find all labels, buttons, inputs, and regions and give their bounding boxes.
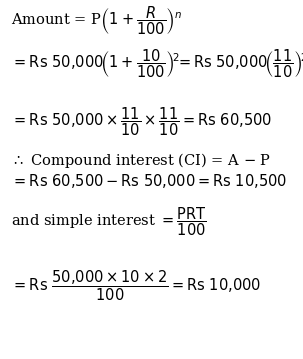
Text: $= \mathrm{Rs}\ 50{,}000 \times \dfrac{11}{10} \times \dfrac{11}{10} = \mathrm{R: $= \mathrm{Rs}\ 50{,}000 \times \dfrac{1… xyxy=(11,105,272,138)
Text: and simple interest $= \dfrac{\mathrm{PRT}}{100}$: and simple interest $= \dfrac{\mathrm{PR… xyxy=(11,206,206,238)
Text: $= \mathrm{Rs}\ 60{,}500 - \mathrm{Rs}\ 50{,}000 = \mathrm{Rs}\ 10{,}500$: $= \mathrm{Rs}\ 60{,}500 - \mathrm{Rs}\ … xyxy=(11,172,287,190)
Text: $\therefore\ $Compound interest (CI) = A $-$ P: $\therefore\ $Compound interest (CI) = A… xyxy=(11,151,271,170)
Text: Amount = P$\left(1+\dfrac{R}{100}\right)^{n}$: Amount = P$\left(1+\dfrac{R}{100}\right)… xyxy=(11,5,182,37)
Text: $= \mathrm{Rs}\ 50{,}000\!\left(1+\dfrac{10}{100}\right)^{\!2}\!\! = \mathrm{Rs}: $= \mathrm{Rs}\ 50{,}000\!\left(1+\dfrac… xyxy=(11,47,303,80)
Text: $= \mathrm{Rs}\ \dfrac{50{,}000\times10\times2}{100} = \mathrm{Rs}\ 10{,}000$: $= \mathrm{Rs}\ \dfrac{50{,}000\times10\… xyxy=(11,268,261,303)
